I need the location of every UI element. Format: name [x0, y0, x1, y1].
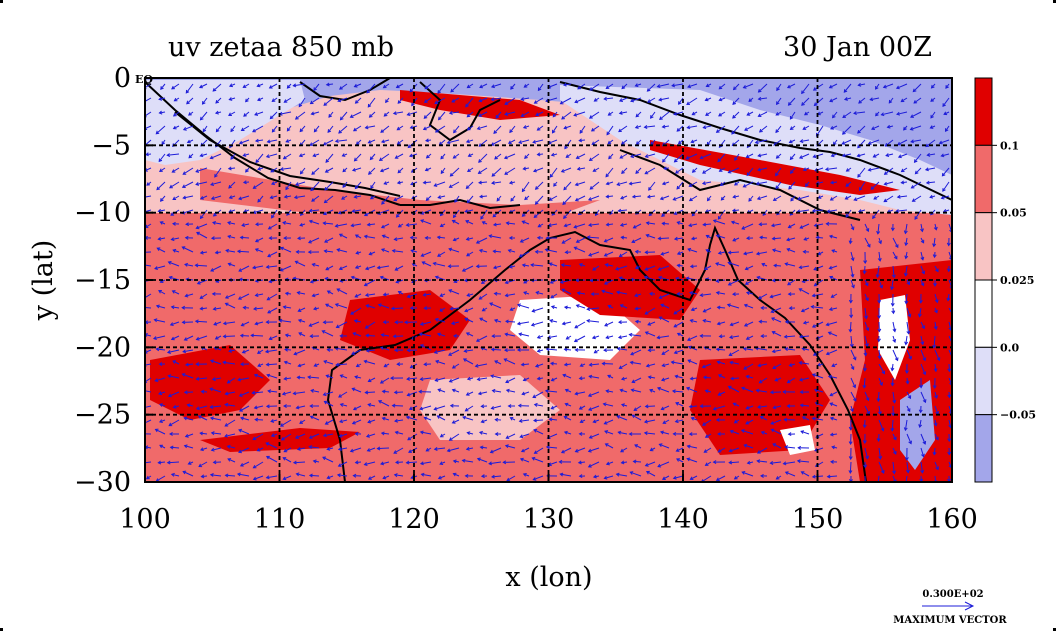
title-left: uv zetaa 850 mb — [168, 32, 394, 63]
title-right: 30 Jan 00Z — [783, 32, 932, 63]
y-tick-label: −15 — [74, 265, 131, 296]
y-tick-label: −10 — [74, 198, 131, 229]
colorbar-label: 0.05 — [1000, 207, 1027, 220]
x-tick-label: 160 — [926, 504, 978, 535]
vorticity-map — [140, 78, 955, 488]
y-tick-label: 0 — [114, 63, 131, 94]
y-tick-label: −5 — [91, 130, 131, 161]
colorbar-swatch — [975, 347, 992, 414]
y-tick-label: −25 — [74, 400, 131, 431]
colorbar-swatch — [975, 145, 992, 212]
colorbar-label: 0.0 — [1000, 341, 1019, 354]
colorbar-label: −0.05 — [1000, 409, 1036, 422]
x-tick-label: 120 — [388, 504, 440, 535]
colorbar-swatch — [975, 415, 992, 482]
x-tick-label: 100 — [119, 504, 171, 535]
y-tick-label: −30 — [74, 467, 131, 498]
colorbar-swatch — [975, 213, 992, 280]
tropical-band — [145, 78, 952, 215]
x-tick-label: 130 — [523, 504, 575, 535]
colorbar-swatch — [975, 78, 992, 145]
colorbar-label: 0.1 — [1000, 139, 1019, 152]
colorbar: 0.1 0.05 0.025 0.0 −0.05 — [975, 78, 1036, 482]
vector-key-caption: MAXIMUM VECTOR — [893, 615, 1007, 626]
y-tick-label: −20 — [74, 332, 131, 363]
x-tick-label: 110 — [254, 504, 306, 535]
colorbar-label: 0.025 — [1000, 274, 1034, 287]
colorbar-swatch — [975, 280, 992, 347]
vector-key-magnitude: 0.300E+02 — [922, 589, 983, 600]
y-axis-label: y (lat) — [28, 240, 59, 322]
x-tick-label: 140 — [657, 504, 709, 535]
vector-key: 0.300E+02 MAXIMUM VECTOR — [893, 589, 1007, 626]
equator-label: EQ — [135, 73, 153, 86]
corner-mark-tl — [0, 0, 3, 3]
x-tick-label: 150 — [792, 504, 844, 535]
x-axis-label: x (lon) — [505, 562, 592, 593]
